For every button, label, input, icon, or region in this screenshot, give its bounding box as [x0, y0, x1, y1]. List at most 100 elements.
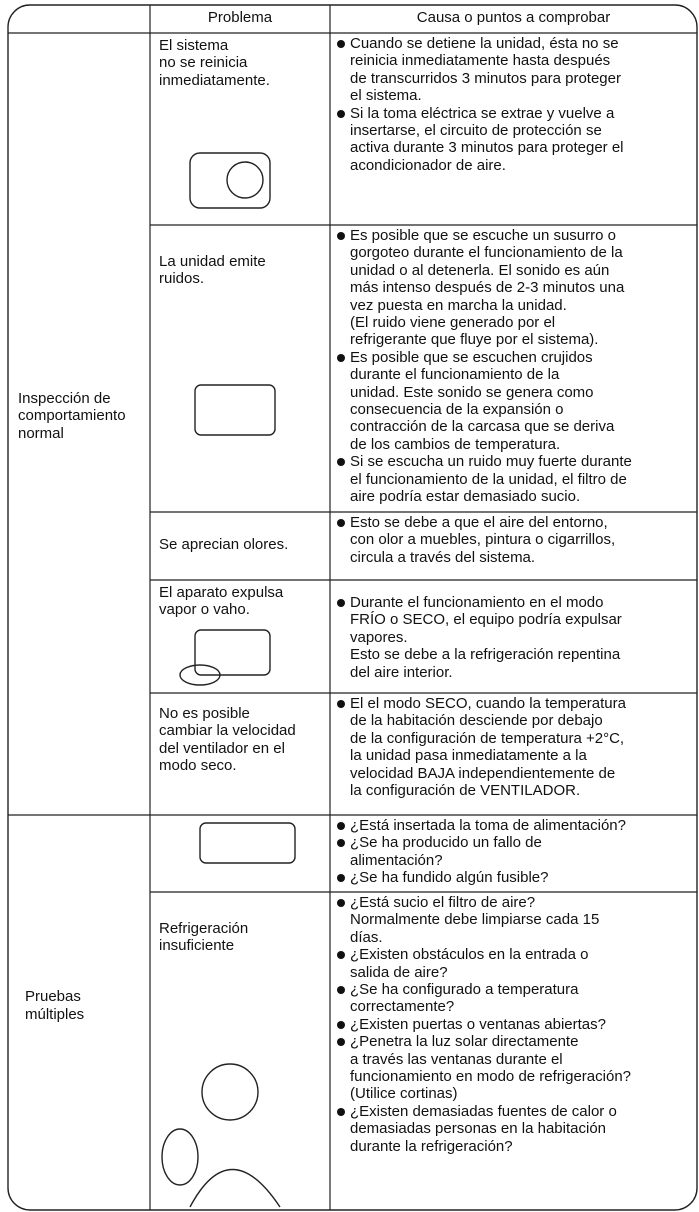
cause-text: de la habitación desciende por debajo: [350, 712, 603, 730]
cause-text: acondicionador de aire.: [350, 156, 506, 174]
illustration: [179, 664, 221, 686]
problem-text: El aparato expulsa: [159, 584, 284, 601]
cause-text: del aire interior.: [350, 663, 453, 681]
problem-text: no se reinicia: [159, 54, 248, 72]
bullet: [337, 353, 345, 362]
cause-text: más intenso después de 2-3 minutos una: [350, 279, 625, 297]
cause-text: circula a través del sistema.: [350, 548, 536, 566]
cause-text: ¿Existen demasiadas fuentes de calor o: [350, 1102, 617, 1120]
problem-text: ruidos.: [159, 270, 205, 288]
cause-text: contracción de la carcasa que se deriva: [350, 418, 615, 436]
bullet: [337, 109, 345, 118]
problem-text: inmediatamente.: [159, 71, 270, 89]
cause-text: Esto se debe a la refrigeración repentin…: [350, 646, 621, 664]
cause-text: Normalmente debe limpiarse cada 15: [350, 911, 600, 929]
cause-text: ¿Existen obstáculos en la entrada o: [350, 946, 589, 964]
bullet: [337, 599, 345, 607]
cause-text: Es posible que se escuchen crujidos: [350, 348, 593, 366]
problem-text: cambiar la velocidad: [159, 722, 296, 740]
bullet: [337, 1107, 345, 1116]
bullet: [337, 519, 345, 527]
cause-text: correctamente?: [350, 998, 455, 1016]
cause-text: de transcurridos 3 minutos para proteger: [350, 69, 621, 87]
cause-text: FRÍO o SECO, el equipo podría expulsar: [350, 611, 622, 629]
cause-text: refrigerante que fluye por el sistema).: [350, 331, 599, 349]
bullet: [337, 951, 345, 960]
cause-text: ¿Penetra la luz solar directamente: [350, 1033, 579, 1051]
problem-text: No es posible: [159, 705, 250, 722]
cause-text: unidad. Este sonido se genera como: [350, 383, 594, 401]
cause-text: (Utilice cortinas): [350, 1085, 458, 1103]
illustration: [189, 152, 271, 209]
bullet: [337, 458, 345, 467]
cause-text: (El ruido viene generado por el: [350, 314, 556, 331]
cause-text: ¿Se ha configurado a temperatura: [350, 981, 579, 998]
illustration: [194, 384, 276, 436]
problem-text: El sistema: [159, 37, 229, 54]
cause-text: Esto se debe a que el aire del entorno,: [350, 514, 608, 531]
group-label: normal: [18, 424, 64, 442]
bullet: [337, 232, 345, 240]
cause-text: durante el funcionamiento de la: [350, 366, 560, 384]
problem-text: Refrigeración: [159, 920, 249, 937]
bullet: [337, 986, 345, 994]
bullet: [337, 40, 345, 48]
cause-text: demasiadas personas en la habitación: [350, 1120, 607, 1138]
cause-text: el sistema.: [350, 87, 422, 105]
cause-text: ¿Existen puertas o ventanas abiertas?: [350, 1015, 606, 1033]
cause-text: funcionamiento en modo de refrigeración?: [350, 1068, 632, 1085]
header-cell: Causa o puntos a comprobar: [416, 9, 611, 26]
cause-text: Es posible que se escuche un susurro o: [350, 227, 616, 244]
cause-text: vapores.: [350, 628, 408, 646]
cause-text: de los cambios de temperatura.: [350, 435, 561, 453]
cause-text: el funcionamiento de la unidad, el filtr…: [350, 470, 627, 488]
header-cell: Problema: [207, 9, 273, 26]
table-border: [7, 4, 698, 1211]
cause-text: Durante el funcionamiento en el modo: [350, 594, 604, 611]
problem-text: La unidad emite: [159, 253, 266, 270]
group-label: Pruebas: [25, 988, 81, 1006]
problem-text: Se aprecian olores.: [159, 536, 289, 553]
cause-text: activa durante 3 minutos para proteger e…: [350, 139, 624, 157]
bullet: [337, 899, 345, 907]
cause-text: durante la refrigeración?: [350, 1137, 513, 1155]
cause-text: salida de aire?: [350, 963, 448, 981]
illustration: [194, 629, 271, 676]
cause-text: El el modo SECO, cuando la temperatura: [350, 695, 626, 712]
bullet: [337, 1020, 345, 1029]
illustration: [201, 1063, 259, 1121]
group-label: Inspección de: [18, 389, 111, 407]
illustration: [226, 161, 264, 199]
cause-text: vez puesta en marcha la unidad.: [350, 296, 567, 314]
problem-text: del ventilador en el: [159, 739, 285, 757]
bullet: [337, 700, 345, 708]
cause-text: unidad o al detenerla. El sonido es aún: [350, 261, 610, 279]
bullet: [337, 822, 345, 830]
cause-text: Si se escucha un ruido muy fuerte durant…: [350, 453, 632, 471]
bullet: [337, 874, 345, 883]
bullet: [337, 839, 345, 848]
cause-text: ¿Se ha fundido algún fusible?: [350, 869, 549, 887]
illustration: [199, 822, 296, 864]
group-label: comportamiento: [18, 407, 126, 425]
cause-text: gorgoteo durante el funcionamiento de la: [350, 244, 623, 262]
cause-text: velocidad BAJA independientemente de: [350, 764, 616, 782]
cause-text: aire podría estar demasiado sucio.: [350, 488, 581, 505]
cause-text: la configuración de VENTILADOR.: [350, 782, 581, 799]
cause-text: ¿Está sucio el filtro de aire?: [350, 894, 536, 911]
cause-text: Cuando se detiene la unidad, ésta no se: [350, 35, 619, 52]
cause-text: ¿Se ha producido un fallo de: [350, 834, 542, 852]
cause-text: alimentación?: [350, 851, 443, 869]
group-label: múltiples: [25, 1005, 85, 1023]
cause-text: consecuencia de la expansión o: [350, 401, 564, 418]
cause-text: días.: [350, 928, 383, 946]
problem-text: vapor o vaho.: [159, 601, 250, 619]
cause-text: insertarse, el circuito de protección se: [350, 122, 602, 139]
cause-text: a través las ventanas durante el: [350, 1050, 563, 1068]
cause-text: con olor a muebles, pintura o cigarrillo…: [350, 531, 616, 549]
cause-text: ¿Está insertada la toma de alimentación?: [350, 817, 626, 834]
cause-text: de la configuración de temperatura +2°C,: [350, 729, 625, 747]
problem-text: modo seco.: [159, 757, 237, 775]
